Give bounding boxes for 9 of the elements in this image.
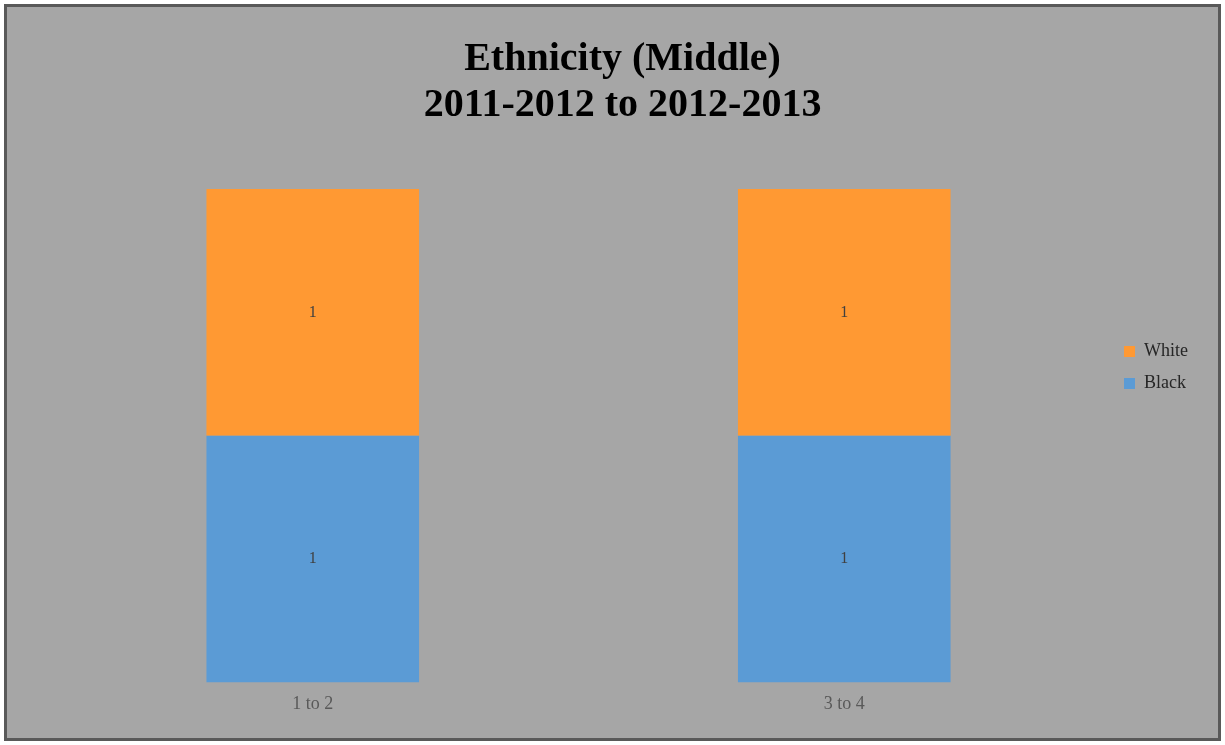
data-label: 1 bbox=[840, 302, 849, 320]
data-label: 1 bbox=[840, 549, 849, 567]
data-label: 1 bbox=[308, 302, 317, 320]
legend-label: Black bbox=[1144, 372, 1187, 393]
legend-label: White bbox=[1144, 340, 1189, 361]
chart-title: Ethnicity (Middle) 2011-2012 to 2012-2013 bbox=[423, 34, 822, 126]
x-tick-label: 1 to 2 bbox=[292, 692, 334, 713]
data-label: 1 bbox=[308, 549, 317, 567]
x-tick-label: 3 to 4 bbox=[823, 692, 865, 713]
